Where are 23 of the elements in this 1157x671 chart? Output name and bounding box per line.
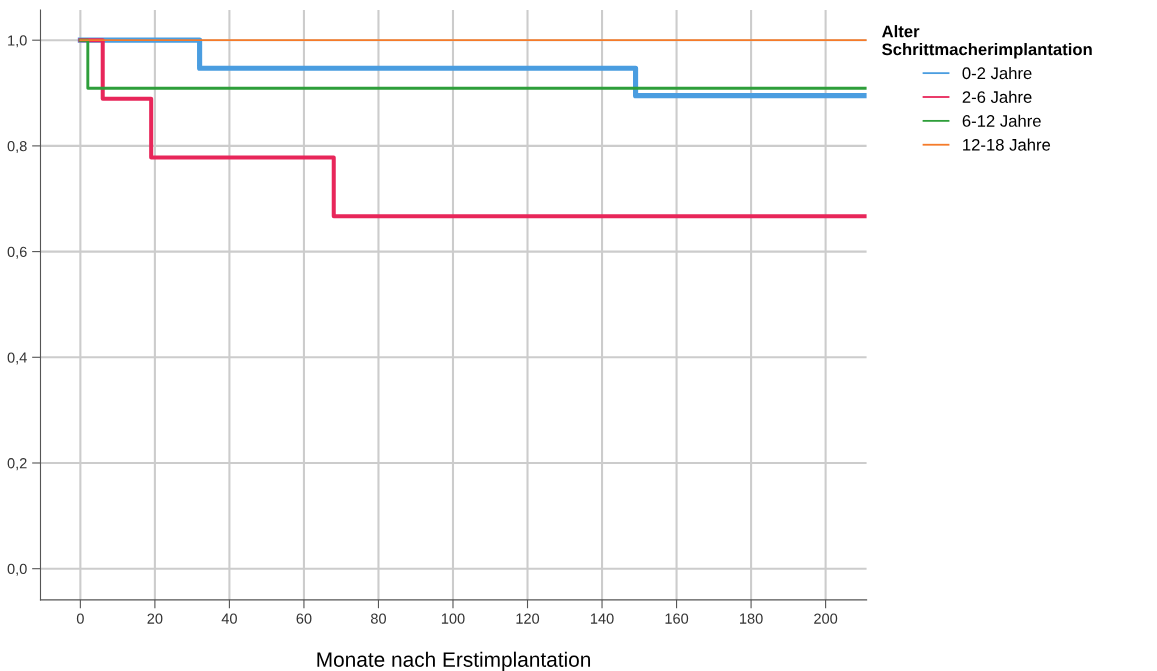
y-tick-label: 1,0 <box>8 35 27 48</box>
x-tick-label: 40 <box>221 613 237 624</box>
x-tick-label: 100 <box>441 613 465 624</box>
y-tick-label: 0,2 <box>7 458 27 471</box>
x-tick-label: 0 <box>76 613 84 624</box>
legend-label: 2-6 Jahre <box>962 90 1032 103</box>
y-tick-label: 0,0 <box>7 563 27 576</box>
y-tick-label: 0,8 <box>7 140 27 154</box>
legend-title: Alter Schrittmacherimplantation <box>882 25 1092 59</box>
x-tick-label: 20 <box>147 613 163 624</box>
legend-label: 12-18 Jahre <box>963 138 1051 151</box>
x-tick-label: 160 <box>665 613 689 624</box>
x-tick-label: 60 <box>296 613 312 624</box>
x-tick-label: 120 <box>516 613 540 624</box>
x-tick-label: 180 <box>740 613 763 624</box>
x-tick-label: 200 <box>814 613 838 624</box>
x-tick-label: 80 <box>370 613 386 624</box>
y-tick-label: 0,4 <box>7 352 27 365</box>
legend-label: 0-2 Jahre <box>962 66 1032 80</box>
x-axis-title: Monate nach Erstimplantation <box>317 651 591 671</box>
y-tick-label: 0,6 <box>7 246 27 259</box>
x-tick-label: 140 <box>590 613 614 624</box>
legend-label: 6-12 Jahre <box>962 114 1041 127</box>
